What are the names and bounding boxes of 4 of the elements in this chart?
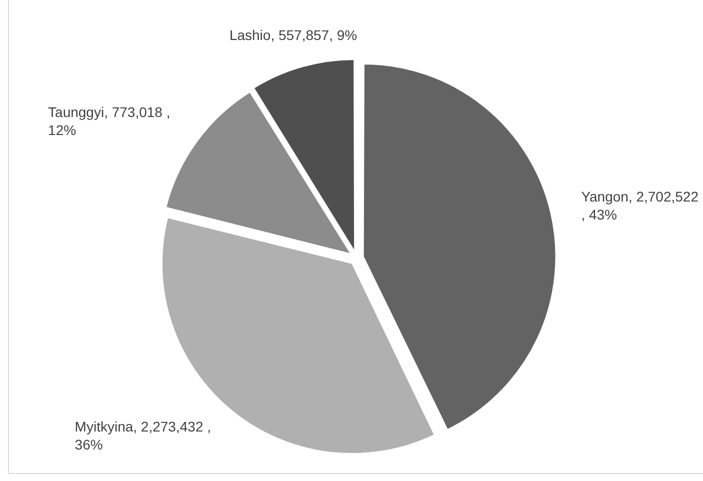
slice-label: Yangon, 2,702,522 , 43%	[581, 188, 699, 223]
slice-label: Myitkyina, 2,273,432 , 36%	[74, 418, 211, 453]
slice-label: Lashio, 557,857, 9%	[229, 27, 358, 44]
slice-label: Taunggyi, 773,018 , 12%	[48, 104, 170, 138]
